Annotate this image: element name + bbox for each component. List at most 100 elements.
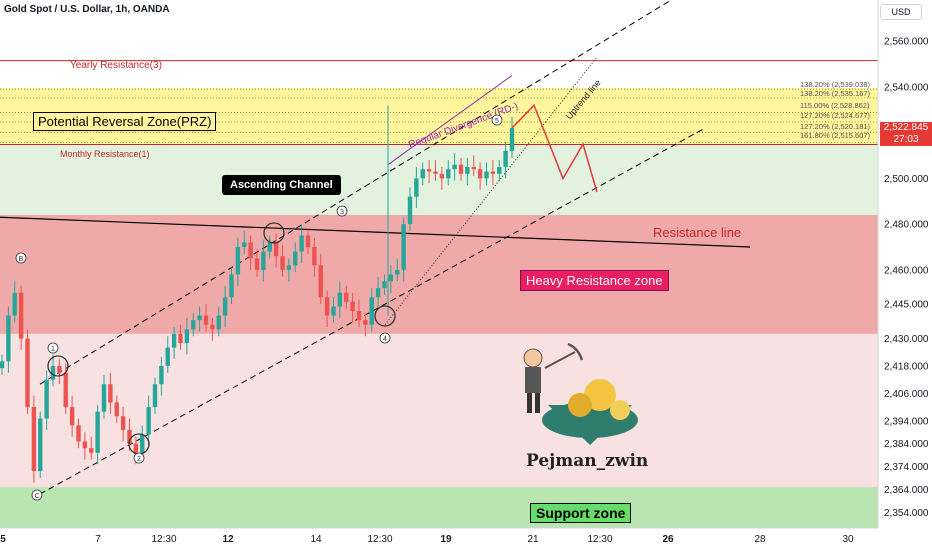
candle-body-61 [388, 274, 394, 282]
candle-body-20 [127, 429, 132, 444]
candle-body-67 [426, 169, 432, 172]
pivot-circle-0 [47, 355, 69, 377]
candle-body-76 [484, 171, 489, 179]
candle-body-56 [356, 311, 362, 321]
candle-body-63 [401, 224, 406, 270]
candle-body-3 [18, 292, 24, 339]
point-label-0: 1 [51, 346, 55, 353]
fib-label-2: 115.00% (2,528.862) [800, 101, 870, 110]
candle-body-19 [120, 416, 126, 430]
x-tick-9: 26 [662, 534, 674, 545]
candle-body-44 [280, 256, 285, 270]
candle-body-59 [375, 288, 381, 298]
candle-body-31 [197, 315, 202, 321]
candle-body-77 [490, 171, 496, 174]
candle-body-41 [261, 251, 266, 270]
candle-body-42 [267, 242, 272, 252]
candle-body-36 [229, 274, 234, 298]
candle-body-28 [178, 333, 183, 344]
candle-body-48 [305, 235, 311, 247]
candle-body-53 [337, 292, 343, 307]
x-tick-6: 19 [440, 534, 452, 545]
y-tick-11: 2,384.000 [884, 439, 929, 450]
point-label-6: C [34, 493, 39, 500]
candle-body-58 [369, 297, 374, 325]
candle-body-50 [318, 265, 323, 298]
x-axis: 5 7 12:30 12 14 12:30 19 21 12:30 26 28 30 [0, 527, 932, 550]
candle-body-35 [222, 297, 228, 316]
point-marker-2 [336, 205, 348, 217]
pivot-circle-2 [263, 222, 285, 244]
candle-body-27 [171, 333, 177, 348]
monthly-resistance-text: Monthly Resistance(1) [60, 149, 150, 159]
candle-body-15 [95, 411, 100, 453]
candle-body-71 [452, 164, 457, 170]
divergence-line [387, 75, 513, 166]
point-marker-1 [133, 452, 145, 464]
x-tick-3: 12 [222, 534, 234, 545]
fib-label-0: 138.20% (2,539.038) [800, 80, 871, 89]
candle-body-0 [0, 361, 5, 369]
last-price: 2,522.845 [883, 122, 929, 133]
gold-nugget-2 [568, 393, 592, 417]
candle-body-12 [76, 425, 81, 442]
candle-body-5 [31, 407, 37, 472]
candle-body-9 [57, 365, 62, 373]
candle-body-16 [101, 384, 107, 412]
y-tick-6: 2,445.000 [884, 300, 929, 311]
candle-body-79 [503, 150, 508, 167]
candle-body-13 [82, 441, 88, 449]
miner-leg-left [527, 393, 532, 413]
x-tick-7: 21 [527, 534, 539, 545]
lines-layer [0, 0, 751, 495]
point-label-5: B [19, 256, 24, 263]
candle-body-65 [414, 178, 419, 197]
point-label-1: 2 [137, 456, 141, 463]
x-tick-5: 12:30 [367, 534, 392, 545]
projected-path [511, 103, 598, 193]
y-tick-12: 2,374.000 [884, 462, 929, 473]
y-tick-3: 2,500.000 [884, 174, 929, 185]
pickaxe-head [567, 342, 584, 361]
upper-zone-band [0, 144, 878, 215]
currency-selector[interactable]: USD [880, 4, 922, 20]
candle-body-25 [159, 365, 164, 385]
y-tick-9: 2,406.000 [884, 389, 929, 400]
support-zone [0, 487, 878, 528]
candle-body-26 [165, 347, 170, 366]
candle-body-66 [420, 169, 425, 179]
candle-body-37 [235, 246, 241, 275]
candle-body-10 [63, 372, 68, 408]
x-tick-2: 12:30 [151, 534, 176, 545]
candle-body-78 [497, 166, 502, 174]
channel-upper-line [39, 0, 673, 385]
y-tick-14: 2,354.000 [884, 508, 929, 519]
last-price-tag: 2,522.845 27:03 [880, 122, 932, 146]
candle-body-74 [471, 166, 476, 170]
candle-body-30 [191, 320, 196, 330]
mascot-logo [523, 342, 638, 445]
candle-body-45 [286, 265, 292, 270]
candle-body-39 [248, 242, 253, 259]
pickaxe-handle [544, 351, 576, 369]
candle-body-54 [344, 292, 349, 302]
point-marker-5 [15, 252, 27, 264]
fib-label-4: 127.20% (2,520.181) [800, 122, 871, 131]
candle-body-49 [312, 246, 317, 266]
candle-body-6 [38, 418, 43, 472]
x-tick-11: 30 [842, 534, 854, 545]
candle-body-18 [114, 402, 119, 417]
candle-body-51 [324, 297, 330, 316]
point-marker-3 [379, 332, 391, 344]
point-label-3: 4 [383, 336, 387, 343]
point-marker-0 [47, 342, 59, 354]
point-label-4: 5 [495, 118, 499, 125]
candle-body-57 [363, 320, 368, 325]
fib-label-1: 138.20% (2,535.167) [800, 89, 871, 98]
x-tick-1: 7 [95, 534, 101, 545]
channel-lower-line [39, 127, 706, 495]
bar-countdown: 27:03 [893, 134, 919, 145]
miner-body [525, 367, 541, 393]
gold-nugget-3 [610, 400, 630, 420]
